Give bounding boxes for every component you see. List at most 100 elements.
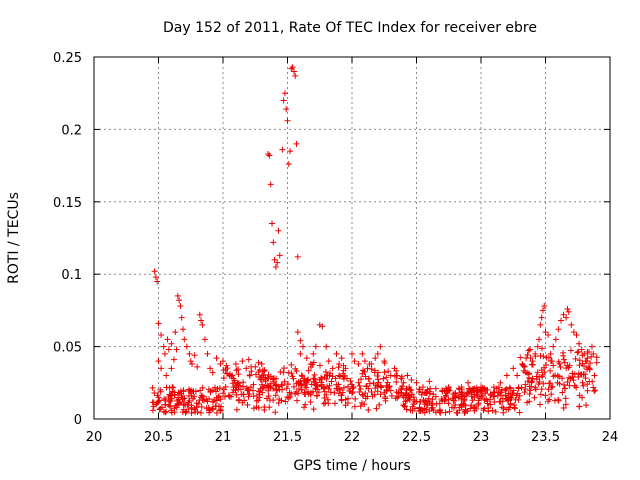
data-point (269, 220, 276, 227)
data-point (393, 372, 400, 379)
data-point (267, 181, 274, 188)
data-point (579, 394, 586, 401)
data-point (359, 350, 366, 357)
data-point (277, 368, 284, 375)
data-point (230, 384, 237, 391)
data-point (304, 388, 311, 395)
data-point (295, 390, 302, 397)
data-point (266, 404, 273, 411)
data-point (256, 391, 263, 398)
data-point (571, 371, 578, 378)
data-point (257, 376, 264, 383)
data-point (381, 360, 388, 367)
data-point (373, 405, 380, 412)
data-point (550, 343, 557, 350)
data-point (465, 385, 472, 392)
data-point (335, 381, 342, 388)
data-point (333, 385, 340, 392)
data-point (484, 398, 491, 405)
data-point (207, 388, 214, 395)
x-tick-label: 24 (602, 430, 619, 445)
data-point (538, 345, 545, 352)
data-point (245, 356, 252, 363)
data-point (578, 346, 585, 353)
data-point (250, 393, 257, 400)
data-point (174, 401, 181, 408)
data-point (359, 391, 366, 398)
data-point (529, 375, 536, 382)
data-point (446, 387, 453, 394)
data-point (532, 353, 539, 360)
data-point (374, 376, 381, 383)
data-point (502, 392, 509, 399)
data-point (163, 384, 170, 391)
data-point (197, 409, 204, 416)
data-point (221, 393, 228, 400)
data-point (263, 384, 270, 391)
data-point (349, 385, 356, 392)
data-point (340, 370, 347, 377)
data-point (293, 397, 300, 404)
data-point (171, 409, 178, 416)
data-point (402, 398, 409, 405)
data-point (340, 384, 347, 391)
data-point (174, 292, 181, 299)
data-point (539, 372, 546, 379)
data-point (366, 361, 373, 368)
data-point (283, 106, 290, 113)
data-point (302, 380, 309, 387)
data-point (511, 405, 518, 412)
data-point (562, 395, 569, 402)
data-point (156, 406, 163, 413)
data-point (155, 320, 162, 327)
data-point (453, 409, 460, 416)
data-point (323, 391, 330, 398)
data-point (572, 355, 579, 362)
data-point (258, 372, 265, 379)
data-point (551, 397, 558, 404)
data-point (362, 390, 369, 397)
x-axis-label: GPS time / hours (293, 458, 410, 474)
data-point (298, 372, 305, 379)
data-point (505, 390, 512, 397)
data-point (163, 408, 170, 415)
data-point (521, 389, 528, 396)
data-point (224, 370, 231, 377)
data-point (559, 389, 566, 396)
data-point (339, 389, 346, 396)
data-point (169, 388, 176, 395)
data-point (351, 403, 358, 410)
data-point (173, 346, 180, 353)
data-point (483, 386, 490, 393)
data-point (358, 376, 365, 383)
data-point (287, 148, 294, 155)
data-point (580, 371, 587, 378)
data-point (303, 355, 310, 362)
data-point (307, 399, 314, 406)
data-point (372, 385, 379, 392)
data-point (337, 386, 344, 393)
data-point (239, 399, 246, 406)
data-point (272, 409, 279, 416)
data-point (175, 396, 182, 403)
data-point (197, 387, 204, 394)
data-point (187, 358, 194, 365)
data-point (398, 386, 405, 393)
data-point (376, 401, 383, 408)
data-point (204, 350, 211, 357)
data-point (408, 376, 415, 383)
data-point (301, 389, 308, 396)
data-point (209, 369, 216, 376)
y-axis-label: ROTI / TECUs (6, 192, 22, 284)
data-point (526, 391, 533, 398)
data-point (149, 407, 156, 414)
data-point (179, 395, 186, 402)
data-point (220, 358, 226, 365)
data-point (323, 343, 330, 350)
data-point (400, 394, 407, 401)
data-point (382, 397, 389, 404)
data-point (403, 392, 410, 399)
data-point (511, 402, 518, 409)
data-point (429, 396, 436, 403)
data-point (161, 350, 168, 357)
